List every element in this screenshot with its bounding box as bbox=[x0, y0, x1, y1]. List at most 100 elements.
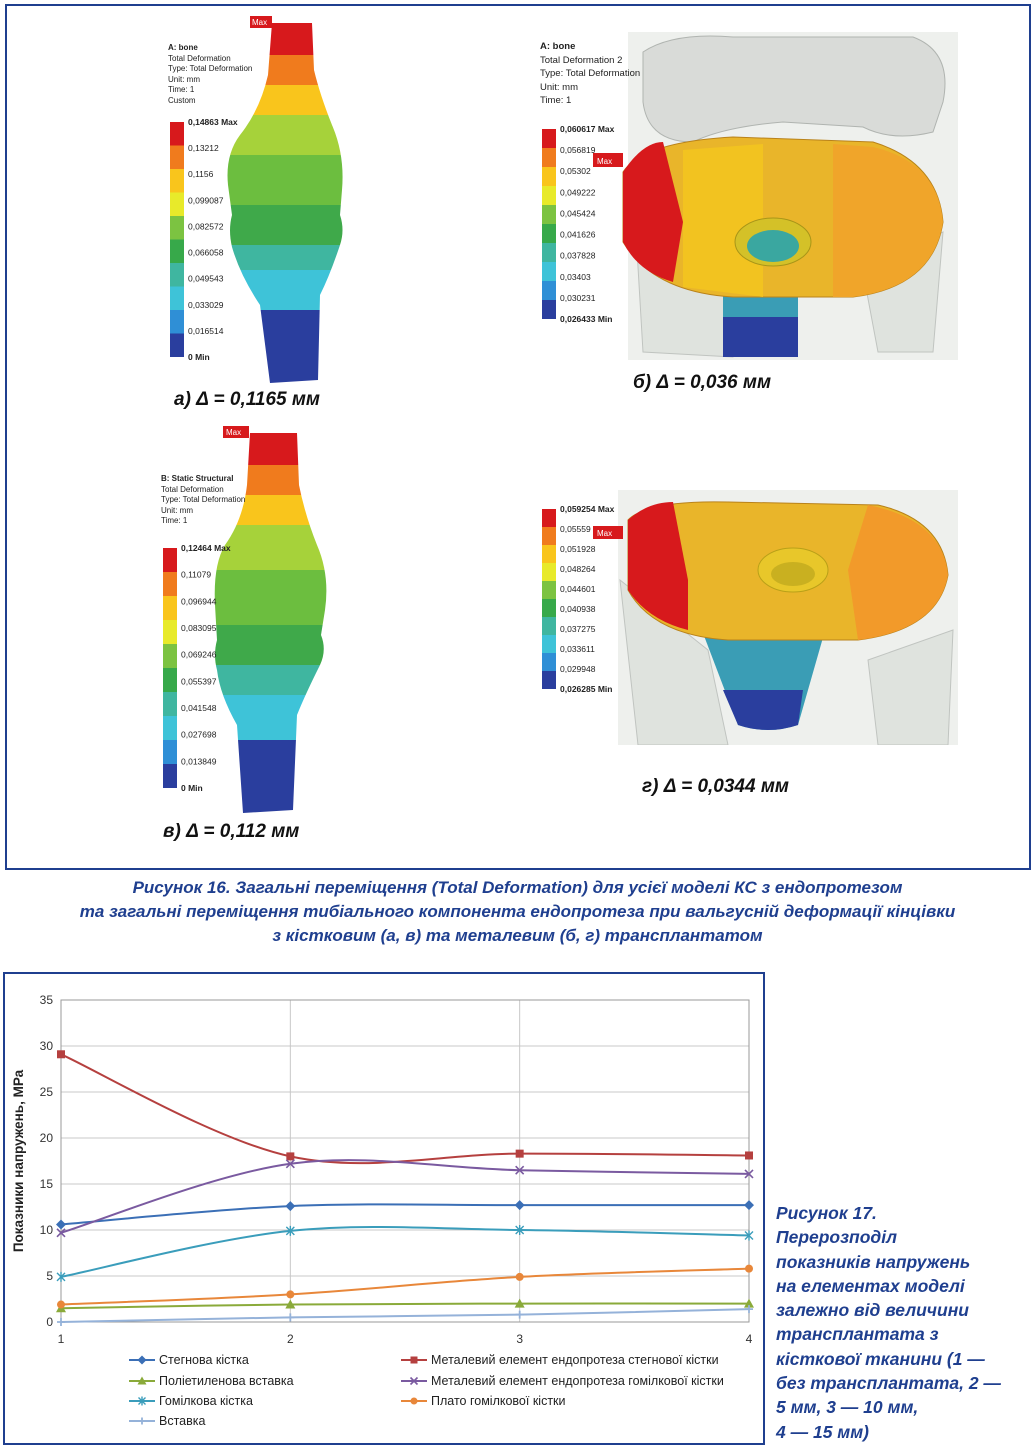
series-4 bbox=[56, 1159, 754, 1238]
series-7 bbox=[57, 1305, 753, 1326]
scale-band bbox=[542, 671, 556, 689]
scale-band bbox=[163, 668, 177, 692]
max-tag-b: Max bbox=[597, 157, 612, 166]
series-line bbox=[60, 1302, 750, 1310]
caption-line: на елементах моделі bbox=[776, 1275, 965, 1296]
y-tick-label: 30 bbox=[40, 1039, 54, 1053]
scale-band bbox=[542, 262, 556, 281]
scale-label: 0,016514 bbox=[188, 326, 224, 336]
data-point-marker bbox=[515, 1225, 525, 1235]
scale-band bbox=[542, 243, 556, 262]
caption-line: та загальні переміщення тибіального комп… bbox=[79, 902, 956, 921]
figure-16-frame bbox=[5, 4, 1031, 870]
series-line bbox=[60, 1159, 750, 1234]
caption-line: Перерозподіл bbox=[776, 1227, 897, 1248]
scale-band bbox=[542, 527, 556, 545]
y-axis-label: Показники напружень, МРа bbox=[11, 1069, 26, 1252]
series-1 bbox=[56, 1200, 754, 1230]
color-scale-d: 0,059254 Max 0,05559 0,051928 0,048264 0,044… bbox=[542, 504, 615, 694]
scale-label: 0,055397 bbox=[181, 676, 217, 686]
legend-label: Металевий елемент ендопротеза гомілкової… bbox=[431, 1374, 724, 1388]
legend-meta-c: B: Static Structural Total Deformation T… bbox=[161, 474, 245, 527]
color-scale-c: 0,12464 Max 0,11079 0,096944 0,083095 0,0692… bbox=[163, 543, 231, 793]
scale-label: 0,099087 bbox=[188, 195, 224, 205]
y-tick-label: 20 bbox=[40, 1131, 54, 1145]
color-scale-b: 0,060617 Max 0,056819 0,05302 0,049222 0,045… bbox=[542, 124, 615, 324]
scale-label: 0 Min bbox=[188, 352, 210, 362]
data-point-marker bbox=[515, 1310, 524, 1319]
data-point-marker bbox=[57, 1318, 65, 1326]
meta-line: Unit: mm bbox=[540, 81, 578, 93]
scale-band bbox=[170, 263, 184, 287]
series-line bbox=[60, 1267, 750, 1306]
data-point-marker bbox=[137, 1355, 147, 1365]
scale-label: 0,096944 bbox=[181, 596, 217, 606]
x-tick-label: 1 bbox=[58, 1332, 65, 1346]
caption-line: 5 мм, 3 — 10 мм, bbox=[776, 1397, 919, 1418]
panel-c-bone-model: Max bbox=[214, 426, 327, 813]
scale-label: 0,045424 bbox=[560, 208, 596, 218]
scale-band bbox=[170, 145, 184, 169]
scale-label: 0,041626 bbox=[560, 230, 596, 240]
scale-label: 0,049543 bbox=[188, 274, 224, 284]
caption-line: Рисунок 16. Загальні переміщення (Total … bbox=[132, 878, 903, 897]
data-point-marker bbox=[744, 1298, 754, 1308]
caption-line: залежно від величини bbox=[776, 1300, 969, 1321]
data-point-marker bbox=[286, 1313, 295, 1322]
meta-line: Total Deformation bbox=[168, 53, 231, 63]
plot-area-border bbox=[60, 999, 750, 1323]
data-point-marker bbox=[57, 1300, 65, 1309]
scale-label: 0,05302 bbox=[560, 166, 591, 176]
caption-d: г) Δ = 0,0344 мм bbox=[642, 776, 789, 797]
scale-label: 0,056819 bbox=[560, 145, 596, 155]
max-tag-c: Max bbox=[226, 428, 241, 437]
scale-band bbox=[542, 617, 556, 635]
scale-label: 0,051928 bbox=[560, 544, 596, 554]
data-point-marker bbox=[745, 1264, 753, 1273]
data-point-marker bbox=[409, 1376, 419, 1386]
data-point-marker bbox=[138, 1396, 146, 1406]
scale-label: 0,033029 bbox=[188, 300, 224, 310]
panel-d: Max 0,059254 Max 0,05559 0,051928 0,048264 0… bbox=[538, 490, 958, 745]
scale-band bbox=[163, 596, 177, 620]
data-point-marker bbox=[286, 1152, 295, 1161]
data-point-marker bbox=[56, 1219, 66, 1230]
scale-band bbox=[170, 310, 184, 334]
meta-line: Time: 1 bbox=[161, 516, 188, 525]
y-tick-label: 15 bbox=[40, 1177, 54, 1191]
series-6 bbox=[57, 1264, 753, 1309]
scale-band bbox=[163, 692, 177, 716]
scale-band bbox=[163, 716, 177, 740]
data-point-marker bbox=[744, 1200, 754, 1211]
data-point-marker bbox=[286, 1290, 295, 1299]
data-point-marker bbox=[745, 1305, 753, 1314]
legend-label: Поліетиленова вставка bbox=[159, 1374, 294, 1388]
data-point-marker bbox=[138, 1417, 146, 1425]
meta-line: Type: Total Deformation bbox=[540, 68, 641, 79]
meta-line: Type: Total Deformation bbox=[161, 495, 246, 504]
x-tick-label: 4 bbox=[746, 1332, 753, 1346]
data-point-marker bbox=[285, 1159, 295, 1169]
meta-line: Type: Total Deformation bbox=[168, 64, 253, 73]
caption-b: б) Δ = 0,036 мм bbox=[633, 372, 772, 393]
data-point-marker bbox=[285, 1299, 296, 1309]
y-tick-label: 10 bbox=[40, 1223, 54, 1237]
max-marker-a bbox=[250, 16, 272, 28]
series-line bbox=[60, 1308, 750, 1323]
data-point-marker bbox=[515, 1165, 525, 1175]
scale-label: 0,14863 Max bbox=[188, 117, 238, 127]
scale-label: 0,013849 bbox=[181, 756, 217, 766]
scale-band bbox=[542, 167, 556, 186]
scale-band bbox=[542, 300, 556, 319]
scale-label: 0,083095 bbox=[181, 623, 217, 633]
data-point-marker bbox=[745, 1151, 753, 1160]
max-tag-d: Max bbox=[597, 529, 612, 538]
data-point-marker bbox=[744, 1230, 754, 1241]
meta-line: Unit: mm bbox=[161, 505, 193, 515]
scale-band bbox=[542, 186, 556, 205]
data-point-marker bbox=[137, 1376, 147, 1385]
data-point-marker bbox=[744, 1169, 754, 1179]
scale-band bbox=[542, 224, 556, 243]
legend-label: Стегнова кістка bbox=[159, 1353, 249, 1367]
scale-label: 0,026433 Min bbox=[560, 314, 612, 324]
